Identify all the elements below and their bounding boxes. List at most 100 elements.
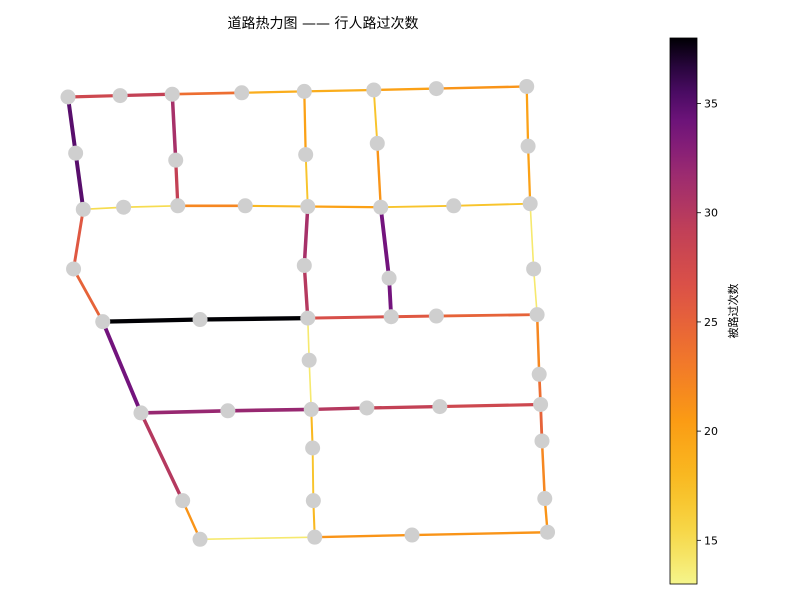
intersection-node: [298, 147, 314, 163]
intersection-node: [305, 440, 321, 456]
road-edge: [197, 315, 310, 322]
intersection-node: [446, 198, 462, 214]
intersection-node: [519, 78, 535, 94]
intersection-node: [296, 257, 312, 273]
colorbar-tick-label: 25: [704, 316, 718, 329]
intersection-node: [303, 401, 319, 417]
intersection-node: [60, 89, 76, 105]
road-edge: [139, 411, 185, 503]
intersection-node: [537, 491, 553, 507]
intersection-node: [116, 199, 132, 215]
intersection-node: [359, 400, 375, 416]
road-edge: [309, 406, 369, 412]
road-edge: [529, 202, 535, 270]
road-edge: [452, 202, 532, 207]
intersection-node: [75, 201, 91, 217]
intersection-node: [164, 86, 180, 102]
chart-title: 道路热力图 —— 行人路过次数: [228, 16, 419, 32]
road-edge: [389, 314, 438, 319]
intersection-node: [168, 152, 184, 168]
road-edge: [139, 408, 230, 415]
intersection-node: [373, 199, 389, 215]
intersection-node: [531, 366, 547, 382]
intersection-node: [301, 352, 317, 368]
intersection-node: [112, 88, 128, 104]
road-edge: [303, 90, 307, 156]
road-edge: [313, 533, 414, 539]
road-edge: [379, 204, 455, 209]
colorbar-ticks: 15 20 25 30 35: [697, 98, 718, 547]
intersection-node: [366, 82, 382, 98]
road-edge: [72, 207, 85, 271]
intersection-node: [307, 529, 323, 545]
road-edge: [72, 267, 105, 324]
intersection-node: [526, 261, 542, 277]
road-edge: [174, 158, 180, 208]
intersection-node: [296, 83, 312, 99]
road-edge: [526, 144, 532, 205]
road-edge: [170, 92, 178, 162]
road-edge: [240, 90, 306, 94]
intersection-node: [234, 85, 250, 101]
intersection-nodes: [60, 78, 556, 547]
colorbar-tick-label: 20: [704, 425, 718, 438]
intersection-node: [432, 399, 448, 415]
road-edge: [73, 151, 86, 212]
intersection-node: [383, 309, 399, 325]
intersection-node: [305, 493, 321, 509]
road-edge: [302, 204, 310, 268]
road-edge: [308, 359, 313, 411]
intersection-node: [404, 527, 420, 543]
intersection-node: [192, 531, 208, 547]
colorbar-tick-label: 15: [704, 534, 718, 547]
road-edge: [199, 536, 316, 541]
intersection-node: [300, 199, 316, 215]
road-edge: [306, 205, 382, 209]
intersection-node: [428, 81, 444, 97]
intersection-node: [369, 135, 385, 151]
road-edge: [365, 404, 442, 410]
road-edge: [118, 92, 174, 98]
intersection-node: [220, 403, 236, 419]
road-edge: [302, 263, 310, 320]
intersection-node: [66, 261, 82, 277]
road-edge: [435, 85, 528, 90]
road-edge: [122, 204, 179, 209]
road-edge: [525, 85, 530, 148]
intersection-node: [133, 405, 149, 421]
intersection-node: [534, 433, 550, 449]
road-edge: [303, 88, 375, 93]
road-edge: [100, 317, 203, 324]
road-edge: [66, 95, 78, 156]
road-edge: [378, 205, 392, 281]
colorbar-tick-label: 35: [704, 98, 718, 111]
road-edge: [540, 439, 547, 500]
road-edge: [372, 87, 438, 92]
road-edge: [100, 319, 143, 415]
colorbar-tick-label: 30: [704, 207, 718, 220]
intersection-node: [520, 138, 536, 154]
intersection-node: [170, 198, 186, 214]
road-edge: [372, 89, 379, 145]
colorbar: 15 20 25 30 35 被路过次数: [669, 37, 740, 585]
intersection-node: [540, 524, 556, 540]
road-edge: [535, 313, 541, 376]
intersection-node: [237, 198, 253, 214]
intersection-node: [529, 307, 545, 323]
intersection-node: [381, 270, 397, 286]
intersection-node: [300, 310, 316, 326]
road-edge: [304, 153, 309, 208]
colorbar-gradient: [669, 37, 698, 585]
road-edge: [244, 204, 309, 208]
road-edge: [306, 315, 393, 320]
intersection-node: [192, 312, 208, 328]
road-edge: [410, 531, 549, 537]
road-edge: [311, 447, 315, 502]
intersection-node: [428, 308, 444, 324]
intersection-node: [95, 314, 111, 330]
intersection-node: [175, 493, 191, 509]
road-edge: [226, 407, 314, 413]
road-edge: [434, 313, 539, 318]
road-edge: [532, 268, 538, 316]
